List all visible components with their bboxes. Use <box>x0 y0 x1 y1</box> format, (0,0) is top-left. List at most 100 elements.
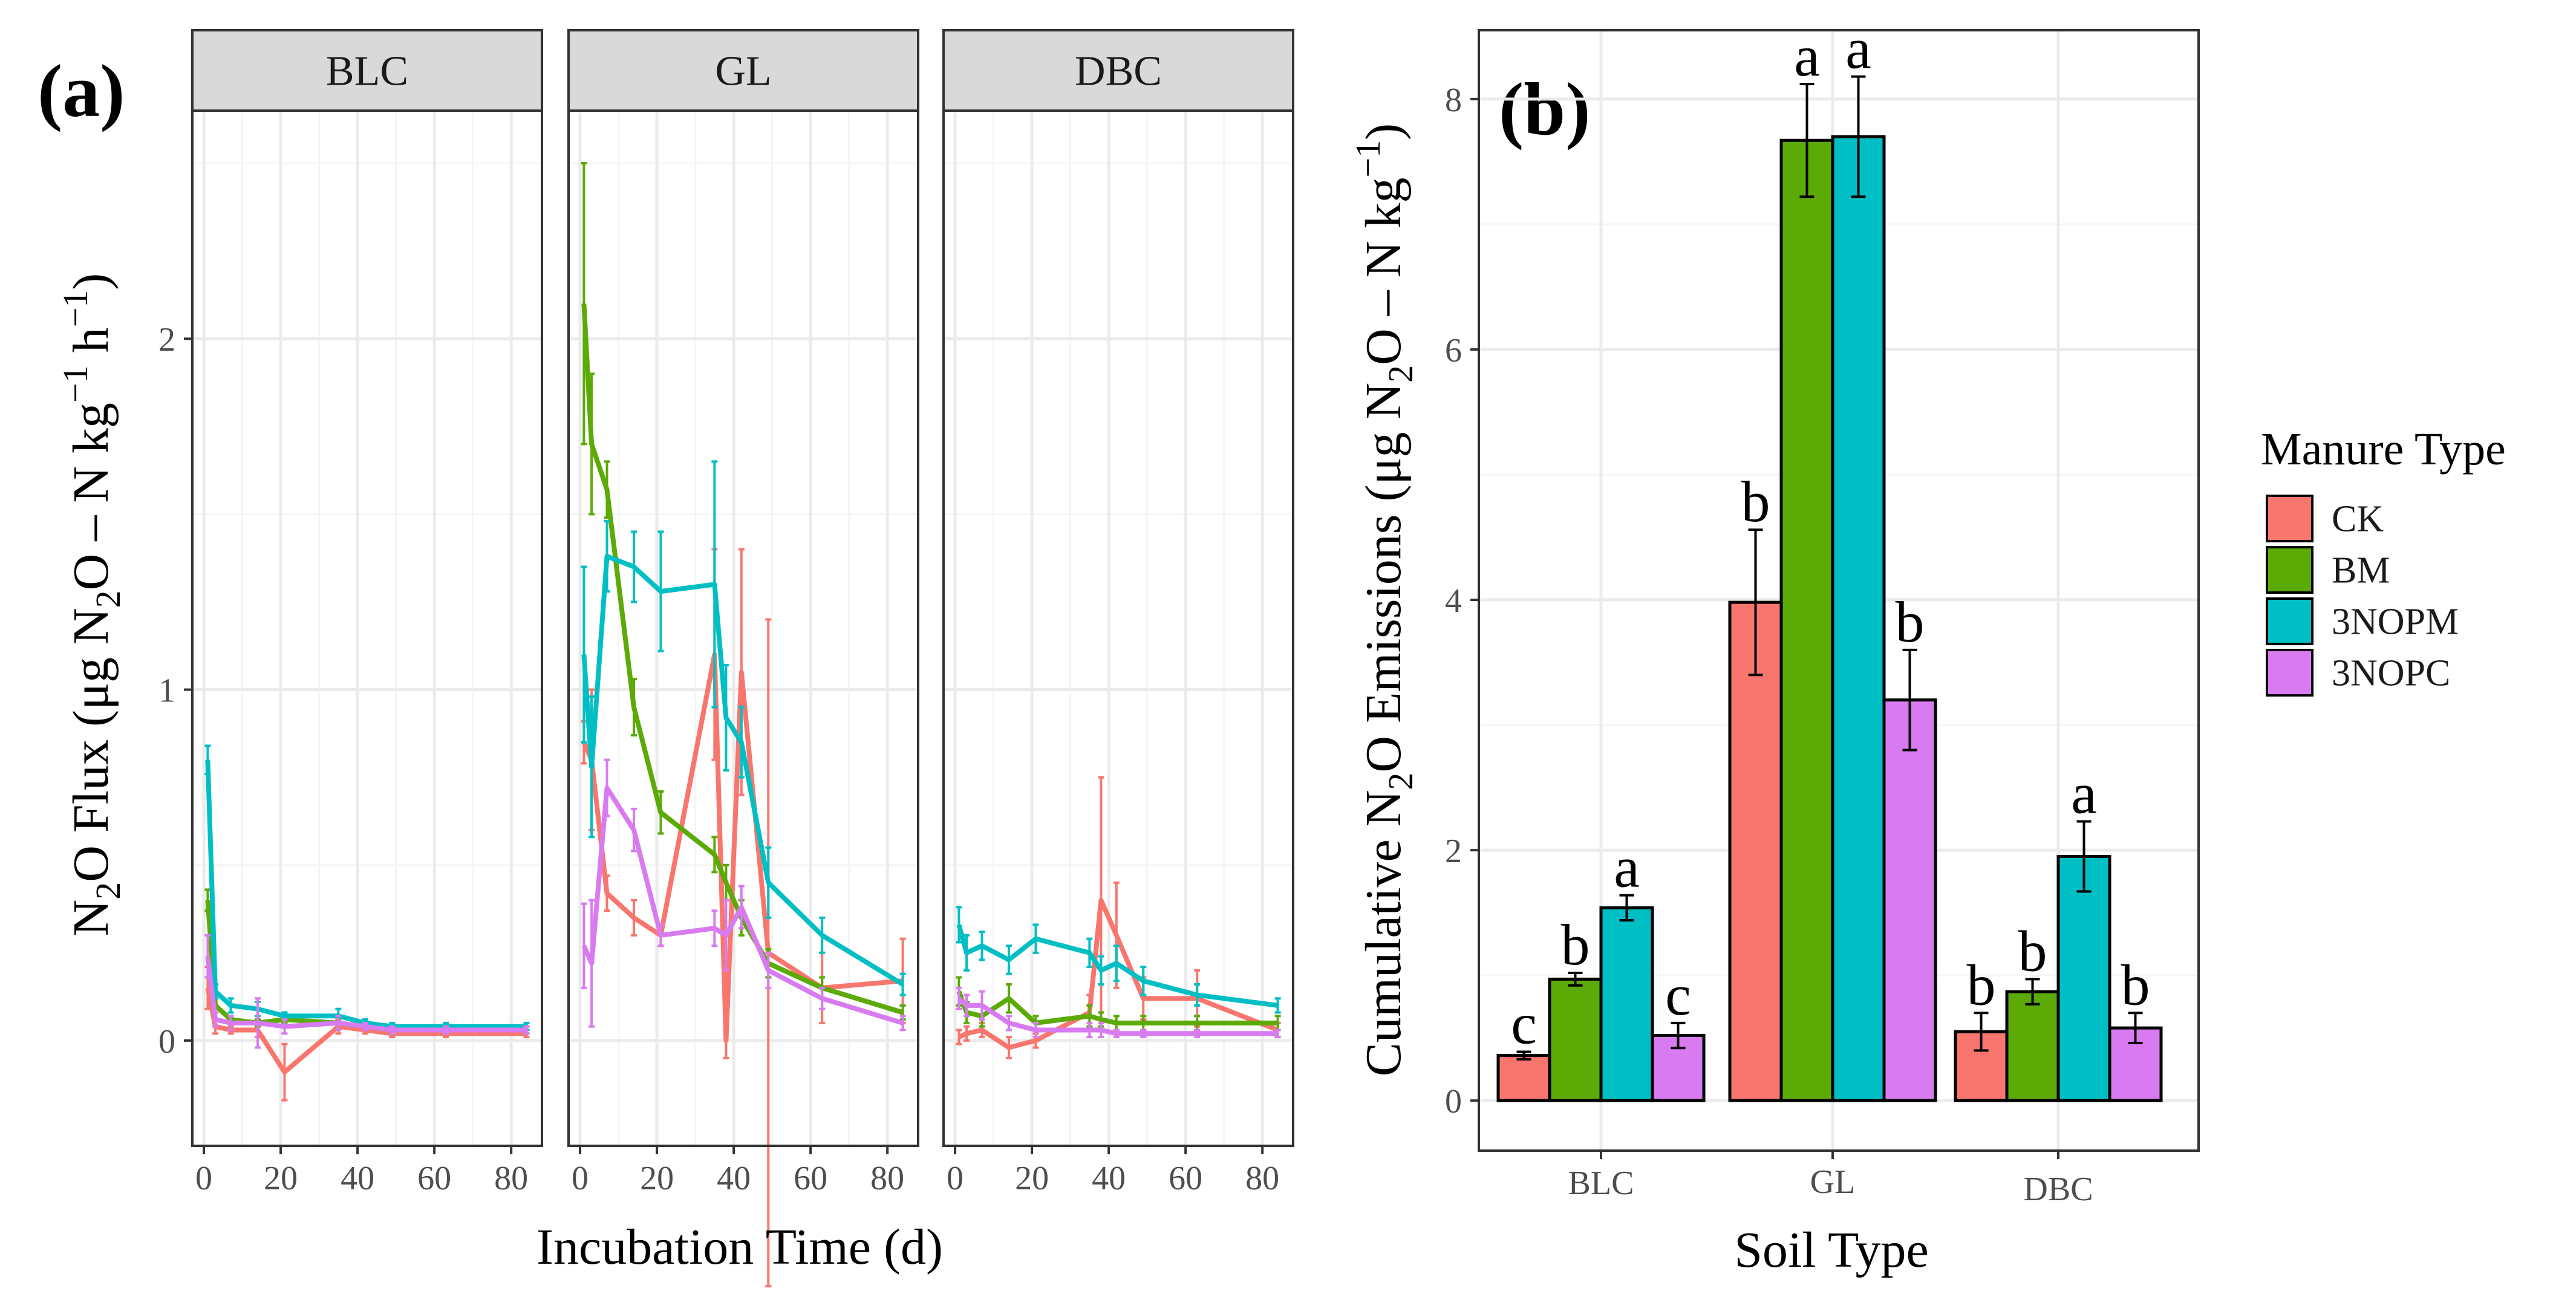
series-bm-blc <box>204 888 530 1035</box>
panel-b-y-title-sup: −1 <box>1348 140 1387 178</box>
series-line <box>581 554 904 987</box>
series-line <box>956 990 1278 1025</box>
panel-a-y-title-part: O – N kg <box>63 403 119 590</box>
significance-letter: b <box>1741 469 1770 534</box>
legend-swatch-ck <box>2266 495 2314 542</box>
series-line <box>205 956 527 1033</box>
panel-a-y-title-part: ) <box>63 273 119 290</box>
significance-letter: b <box>1561 912 1590 977</box>
bar <box>1496 1054 1551 1102</box>
panel-a-y-axis-title: N2O Flux (μg N2O – N kg−1 h−1) <box>56 273 128 937</box>
x-tick-label: 40 <box>341 1160 374 1197</box>
series-3nopm-gl <box>581 460 906 996</box>
panel-a-x-axis-title: Incubation Time (d) <box>536 1219 943 1275</box>
x-tick-label: 80 <box>494 1160 528 1197</box>
legend-swatch-3nopm <box>2266 597 2314 645</box>
bar <box>1599 906 1654 1102</box>
series-line <box>581 303 904 1015</box>
panel-b-y-title-part: O – N kg <box>1355 178 1412 365</box>
y-tick-label: 0 <box>1445 1083 1462 1120</box>
significance-letter: a <box>1845 16 1871 81</box>
legend-swatch-3nopc <box>2266 649 2314 697</box>
significance-letter: a <box>2071 761 2097 825</box>
panel-a-y-title-part: O Flux (μg N <box>63 608 119 882</box>
legend-swatch-bm <box>2266 546 2314 594</box>
significance-letter: b <box>2121 952 2150 1017</box>
x-tick-label: 80 <box>1245 1160 1279 1197</box>
series-bm-gl <box>581 162 906 1021</box>
series-3nopm-blc <box>204 744 530 1032</box>
x-tick-label: 60 <box>794 1160 827 1197</box>
y-tick-label: 4 <box>1445 582 1462 620</box>
panel-b-y-title-sub: 2 <box>1381 365 1420 383</box>
facet-blc: BLC 0 20 40 60 80 0 1 2 <box>158 29 543 1197</box>
x-tick-label: DBC <box>2023 1171 2093 1208</box>
panel-a-y-title-sup: −1 <box>56 365 95 403</box>
facet-strip <box>942 29 1294 112</box>
y-tick-label: 0 <box>158 1023 175 1061</box>
significance-letter: a <box>1794 24 1820 88</box>
panel-a-tag: (a) <box>37 50 125 132</box>
y-tick-label: 2 <box>1445 833 1462 870</box>
facet-strip-label: BLC <box>326 48 408 95</box>
x-tick-label: 60 <box>1169 1160 1202 1197</box>
bar <box>1779 138 1834 1102</box>
facet-dbc: DBC 0 20 40 60 80 <box>942 29 1294 1197</box>
panel-a-y-title-sub: 2 <box>88 590 128 608</box>
y-tick-label: 6 <box>1445 332 1462 369</box>
series-3nopc-blc <box>204 934 530 1049</box>
panel-a-y-title-sub: 2 <box>88 882 128 900</box>
series-3nopm-dbc <box>956 906 1281 1014</box>
bar <box>1831 135 1886 1102</box>
panel-a-line-chart: BLC 0 20 40 60 80 0 1 2 GL 0 20 40 60 80 DBC 0 20 40 60 80 <box>158 29 1294 1288</box>
legend: Manure Type CK BM 3NOPM 3NOPC <box>2261 424 2506 697</box>
panel-a-y-title-sup: −1 <box>56 290 95 328</box>
legend-label-ck: CK <box>2332 499 2384 540</box>
panel-b-y-title-part: O Emissions (μg N <box>1355 383 1412 773</box>
significance-letter: c <box>1511 991 1537 1056</box>
x-tick-label: 0 <box>572 1160 589 1197</box>
x-tick-label: GL <box>1810 1163 1856 1201</box>
facet-border <box>567 109 919 1147</box>
series-line <box>956 924 1279 1008</box>
panel-b-border <box>1478 29 2200 1152</box>
panel-b-y-title-part: Cumulative N <box>1355 790 1412 1077</box>
x-tick-label: 20 <box>1015 1160 1049 1197</box>
series-line <box>581 785 904 1025</box>
series-line <box>957 996 1278 1036</box>
legend-label-3nopm: 3NOPM <box>2332 602 2459 643</box>
facet-strip-label: DBC <box>1075 48 1162 95</box>
y-tick-label: 2 <box>158 321 175 359</box>
facet-strip-label: GL <box>715 48 771 95</box>
legend-title: Manure Type <box>2261 424 2506 475</box>
panel-b-y-axis-title: Cumulative N2O Emissions (μg N2O – N kg−… <box>1348 123 1420 1076</box>
y-tick-label: 1 <box>158 672 175 710</box>
bar-series-bm: b a b <box>1548 24 2060 1102</box>
x-tick-label: 40 <box>717 1160 751 1197</box>
panel-a-y-title-part: N <box>63 900 119 937</box>
x-tick-label: 0 <box>195 1160 212 1197</box>
bar <box>1882 698 1937 1102</box>
x-tick-label: 80 <box>870 1160 904 1197</box>
panel-b-y-title-part: ) <box>1355 123 1412 140</box>
facet-strip <box>567 29 919 112</box>
x-tick-label: 20 <box>640 1160 674 1197</box>
x-tick-label: 60 <box>417 1160 451 1197</box>
series-line <box>581 652 903 1043</box>
y-tick-label: 8 <box>1445 82 1462 119</box>
bar-series-3nopm: aaa <box>1599 16 2111 1102</box>
bar <box>1548 977 1603 1102</box>
significance-letter: b <box>1896 590 1925 654</box>
facet-strip <box>191 29 543 112</box>
bar <box>1651 1034 1706 1102</box>
legend-label-bm: BM <box>2332 550 2390 591</box>
panel-b-x-axis-title: Soil Type <box>1734 1222 1929 1278</box>
bar <box>2005 990 2060 1102</box>
x-tick-label: 0 <box>947 1160 964 1197</box>
series-line <box>205 987 527 1075</box>
bar <box>1728 600 1783 1102</box>
facet-gl: GL 0 20 40 60 80 <box>567 29 919 1288</box>
x-tick-label: 20 <box>264 1160 298 1197</box>
